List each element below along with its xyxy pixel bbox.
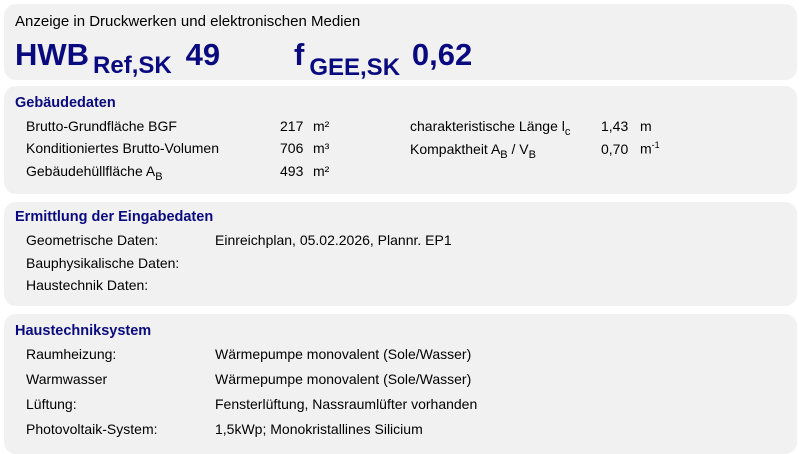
envelope-label: Gebäudehüllfläche AB xyxy=(26,163,163,183)
char-length-value: 1,43 xyxy=(601,118,629,134)
hvac-data-row: Haustechnik Daten: xyxy=(26,277,215,293)
display-panel: Anzeige in Druckwerken und elektronische… xyxy=(4,4,797,81)
bgf-row: Brutto-Grundfläche BGF 217 m² xyxy=(26,118,329,134)
systems-panel: Haustechniksystem Raumheizung: Wärmepump… xyxy=(4,314,797,454)
compactness-row: Kompaktheit AB / VB 0,70 m-1 xyxy=(410,140,660,160)
char-length-unit: m xyxy=(640,118,652,134)
fgee-subscript: GEE,SK xyxy=(309,54,401,81)
envelope-row: Gebäudehüllfläche AB 493 m² xyxy=(26,163,329,183)
hwb-subscript: Ref,SK xyxy=(93,52,172,79)
pv-row: Photovoltaik-System: 1,5kWp; Monokristal… xyxy=(26,421,423,437)
hotwater-value: Wärmepumpe monovalent (Sole/Wasser) xyxy=(215,371,472,387)
volume-value: 706 xyxy=(280,140,304,156)
hotwater-label: Warmwasser xyxy=(26,371,108,387)
ventilation-row: Lüftung: Fensterlüftung, Nassraumlüfter … xyxy=(26,396,477,412)
bgf-value: 217 xyxy=(280,118,304,134)
heating-row: Raumheizung: Wärmepumpe monovalent (Sole… xyxy=(26,346,471,362)
compactness-value: 0,70 xyxy=(601,140,629,157)
hotwater-row: Warmwasser Wärmepumpe monovalent (Sole/W… xyxy=(26,371,471,387)
physics-label: Bauphysikalische Daten: xyxy=(26,255,180,271)
ventilation-label: Lüftung: xyxy=(26,396,77,412)
compactness-label: Kompaktheit AB / VB xyxy=(410,140,536,161)
geometry-value: Einreichplan, 05.02.2026, Plannr. EP1 xyxy=(215,232,452,248)
bgf-label: Brutto-Grundfläche BGF xyxy=(26,118,177,134)
compactness-unit: m-1 xyxy=(640,140,660,157)
hwb-value: 49 xyxy=(185,37,221,72)
envelope-value: 493 xyxy=(280,163,304,179)
bgf-unit: m² xyxy=(313,118,330,134)
volume-unit: m³ xyxy=(313,140,330,156)
volume-label: Konditioniertes Brutto-Volumen xyxy=(26,140,219,156)
geometry-label: Geometrische Daten: xyxy=(26,232,159,248)
envelope-unit: m² xyxy=(313,163,330,179)
input-title: Ermittlung der Eingabedaten xyxy=(15,209,214,225)
hwb-label: HWB xyxy=(15,37,90,72)
char-length-row: charakteristische Länge lc 1,43 m xyxy=(410,118,652,138)
input-panel: Ermittlung der Eingabedaten Geometrische… xyxy=(4,202,797,306)
hvac-data-label: Haustechnik Daten: xyxy=(26,277,149,293)
heating-value: Wärmepumpe monovalent (Sole/Wasser) xyxy=(215,346,472,362)
display-caption: Anzeige in Druckwerken und elektronische… xyxy=(15,13,361,30)
pv-label: Photovoltaik-System: xyxy=(26,421,158,437)
hwb-indicator: HWB Ref,SK 49 xyxy=(15,37,221,79)
ventilation-value: Fensterlüftung, Nassraumlüfter vorhanden xyxy=(215,396,478,412)
volume-row: Konditioniertes Brutto-Volumen 706 m³ xyxy=(26,140,329,156)
fgee-indicator: f GEE,SK 0,62 xyxy=(294,37,473,81)
pv-value: 1,5kWp; Monokristallines Silicium xyxy=(215,421,423,437)
fgee-label: f xyxy=(294,37,305,72)
geometry-row: Geometrische Daten: Einreichplan, 05.02.… xyxy=(26,232,452,248)
systems-title: Haustechniksystem xyxy=(15,323,152,339)
building-panel: Gebäudedaten Brutto-Grundfläche BGF 217 … xyxy=(4,86,797,194)
physics-row: Bauphysikalische Daten: xyxy=(26,255,215,271)
fgee-value: 0,62 xyxy=(411,37,473,72)
building-title: Gebäudedaten xyxy=(15,95,116,111)
heating-label: Raumheizung: xyxy=(26,346,117,362)
char-length-label: charakteristische Länge lc xyxy=(410,118,571,138)
